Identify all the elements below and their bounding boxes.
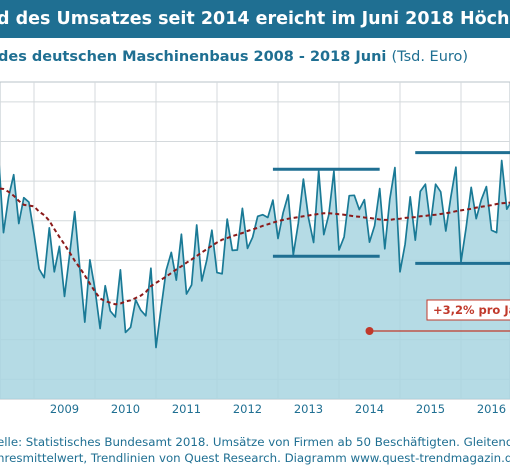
x-tick-label: 2010 — [111, 402, 140, 416]
annotation-box — [426, 299, 510, 321]
annotation-label: +3,2% pro Jah — [433, 303, 510, 317]
annotation-dot — [365, 327, 374, 335]
x-tick-label: 2011 — [172, 402, 201, 416]
x-tick-label: 2016 — [477, 402, 506, 416]
x-tick-label: 2013 — [294, 402, 323, 416]
chart-title: d des Umsatzes seit 2014 ereicht im Juni… — [0, 0, 510, 38]
x-tick-label: 2009 — [50, 402, 79, 416]
subtitle-unit: (Tsd. Euro) — [391, 49, 469, 65]
x-tick-label: 2015 — [416, 402, 445, 416]
subtitle-text: des deutschen Maschinenbaus 2008 - 2018 … — [0, 49, 387, 65]
chart-subtitle: des deutschen Maschinenbaus 2008 - 2018 … — [0, 49, 510, 71]
source-line-1: elle: Statistisches Bundesamt 2018. Umsä… — [0, 435, 510, 449]
series-line — [0, 159, 510, 349]
line-chart: +3,2% pro Jah 2009 2010 2011 2012 2013 2014 201… — [0, 81, 510, 416]
source-note: elle: Statistisches Bundesamt 2018. Umsä… — [0, 434, 510, 472]
x-tick-label: 2014 — [355, 402, 384, 416]
series-area — [0, 160, 510, 399]
x-tick-label: 2012 — [233, 402, 262, 416]
source-line-2: hresmittelwert, Trendlinien von Quest Re… — [0, 451, 510, 465]
